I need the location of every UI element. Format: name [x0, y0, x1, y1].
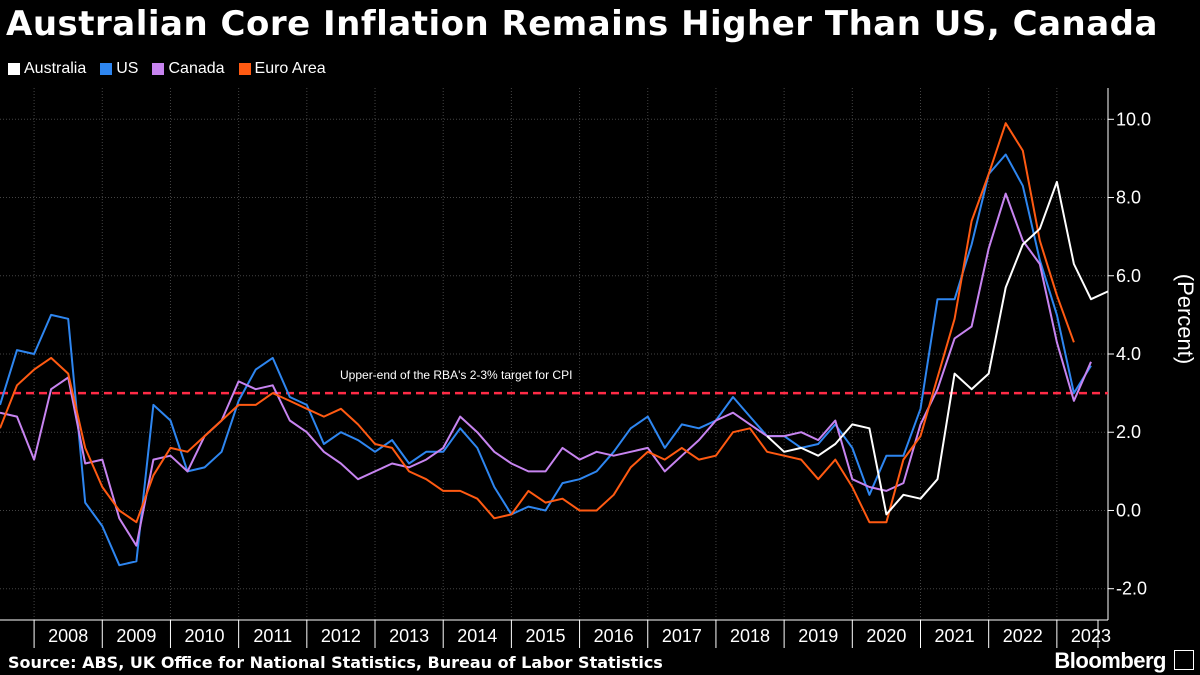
axis-layer: [0, 88, 1114, 648]
x-year-label: 2010: [185, 626, 225, 646]
legend-label-australia: Australia: [24, 60, 87, 77]
legend-swatch-euro-area: [238, 63, 251, 75]
legend: Australia US Canada Euro Area: [8, 60, 326, 78]
grid-layer: [0, 88, 1108, 620]
legend-item-canada: Canada: [152, 60, 225, 78]
bloomberg-logo: Bloomberg: [1054, 648, 1166, 673]
x-year-label: 2013: [389, 626, 429, 646]
legend-item-euro-area: Euro Area: [238, 60, 326, 78]
x-year-label: 2012: [321, 626, 361, 646]
series-line-euro-area: [0, 122, 1075, 524]
x-year-label: 2008: [48, 626, 88, 646]
x-year-label: 2022: [1003, 626, 1043, 646]
y-tick-label: 0.0: [1116, 500, 1141, 520]
source-note: Source: ABS, UK Office for National Stat…: [8, 653, 663, 672]
x-year-label: 2018: [730, 626, 770, 646]
y-tick-label: 8.0: [1116, 188, 1141, 208]
legend-label-canada: Canada: [168, 60, 225, 77]
x-year-label: 2015: [525, 626, 565, 646]
x-year-label: 2011: [253, 626, 292, 646]
x-year-label: 2020: [866, 626, 906, 646]
chart-title: Australian Core Inflation Remains Higher…: [6, 4, 1158, 44]
legend-swatch-us: [100, 63, 113, 75]
y-tick-label: -2.0: [1116, 579, 1147, 599]
legend-label-us: US: [116, 60, 139, 77]
legend-item-australia: Australia: [8, 60, 86, 78]
bloomberg-terminal-icon: [1174, 650, 1194, 670]
series-line-us: [0, 153, 1092, 567]
series-line-australia: [766, 180, 1109, 516]
legend-swatch-canada: [152, 63, 165, 75]
x-year-label: 2017: [662, 626, 702, 646]
legend-item-us: US: [100, 60, 138, 78]
rba-target-annotation: Upper-end of the RBA's 2-3% target for C…: [340, 368, 572, 382]
legend-swatch-australia: [8, 63, 20, 75]
legend-label-euro-area: Euro Area: [254, 60, 326, 77]
x-year-label: 2019: [798, 626, 838, 646]
x-year-label: 2009: [116, 626, 156, 646]
y-tick-label: 4.0: [1116, 344, 1141, 364]
y-tick-label: 2.0: [1116, 422, 1141, 442]
label-layer: -2.0 0.0 2.0 4.0 6.0 8.0 10.0 2008 2009 2010 2011 2…: [48, 109, 1198, 646]
x-year-label: 2016: [594, 626, 634, 646]
y-tick-label: 10.0: [1116, 109, 1151, 129]
x-year-label: 2014: [457, 626, 497, 646]
y-tick-label: 6.0: [1116, 266, 1141, 286]
series-layer: [0, 122, 1109, 567]
y-axis-label: (Percent): [1173, 274, 1198, 364]
x-year-label: 2021: [935, 626, 975, 646]
x-year-label: 2023: [1071, 626, 1111, 646]
series-line-canada: [0, 192, 1092, 547]
